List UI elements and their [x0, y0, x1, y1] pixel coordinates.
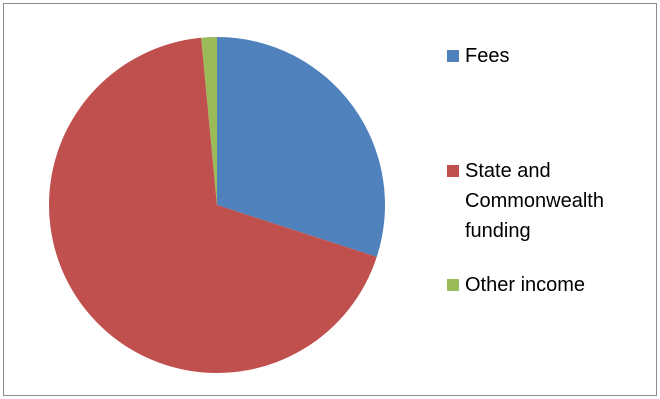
legend-swatch-state-and-commonwealth-funding — [447, 165, 459, 177]
legend-swatch-other-income — [447, 279, 459, 291]
legend-label-other-income: Other income — [465, 270, 645, 300]
legend-item-other-income: Other income — [447, 273, 645, 300]
pie-slices — [49, 37, 385, 373]
legend: Fees State and Commonwealth funding Othe… — [447, 44, 647, 344]
legend-label-fees: Fees — [465, 41, 645, 71]
legend-swatch-fees — [447, 50, 459, 62]
legend-item-state-and-commonwealth-funding: State and Commonwealth funding — [447, 159, 645, 246]
chart-area: Fees State and Commonwealth funding Othe… — [3, 3, 657, 396]
legend-label-state-and-commonwealth-funding: State and Commonwealth funding — [465, 156, 645, 246]
legend-item-fees: Fees — [447, 44, 645, 71]
